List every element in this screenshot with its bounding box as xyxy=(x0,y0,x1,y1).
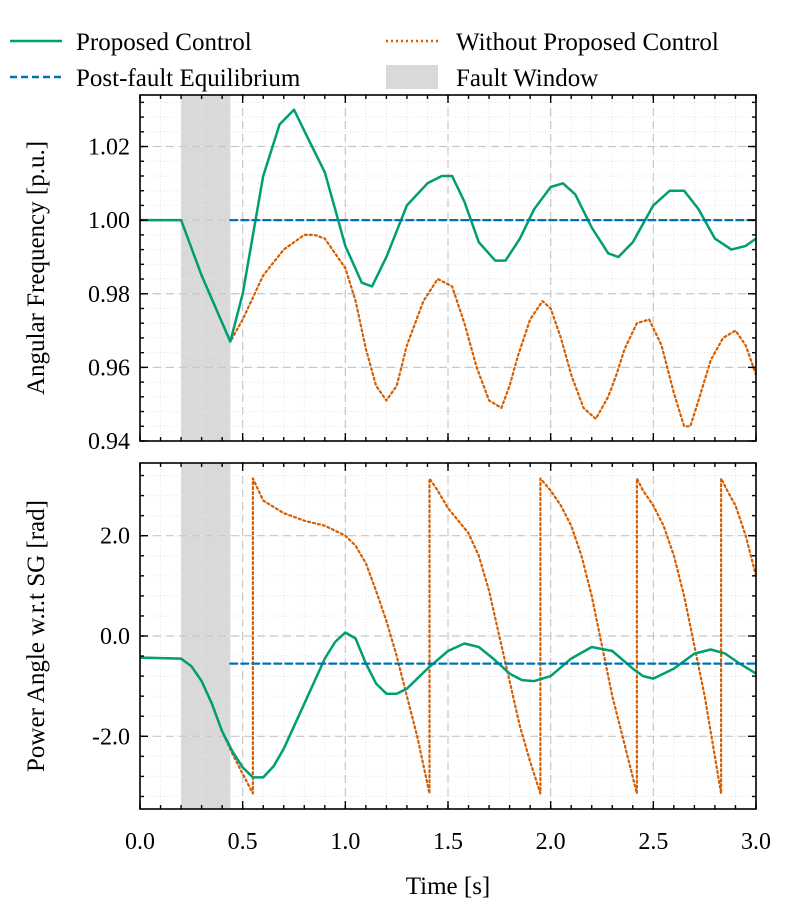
y-tick-label: 2.0 xyxy=(100,524,130,550)
legend-patch-fault xyxy=(386,65,438,89)
y-tick-label: 0.96 xyxy=(88,355,130,381)
y-tick-label: 0.94 xyxy=(88,429,130,455)
legend-label-proposed: Proposed Control xyxy=(76,29,252,56)
x-tick-label: 2.0 xyxy=(536,829,566,855)
x-tick-label: 1.0 xyxy=(330,829,360,855)
y-tick-label: 1.02 xyxy=(88,135,130,161)
y-tick-label: 0.0 xyxy=(100,624,130,650)
ticks xyxy=(139,95,757,442)
x-tick-label: 3.0 xyxy=(741,829,771,855)
legend-label-fault: Fault Window xyxy=(456,65,598,92)
ticks xyxy=(139,463,757,809)
power-angle-panel: -2.0 0.0 2.0 0.0 0.5 1.0 1.5 2.0 2.5 3.0 Power Ang… xyxy=(23,462,771,900)
series-without xyxy=(140,219,756,428)
legend-label-without: Without Proposed Control xyxy=(456,29,719,56)
series-without xyxy=(140,477,756,795)
y-tick-label: 0.98 xyxy=(88,282,130,308)
x-tick-label: 0.5 xyxy=(228,829,258,855)
series-proposed xyxy=(140,108,756,343)
legend: Proposed Control Post-fault Equilibrium … xyxy=(10,29,719,92)
x-tick-label: 1.5 xyxy=(433,829,463,855)
x-tick-label: 0.0 xyxy=(125,829,155,855)
y-axis-title: Angular Frequency [p.u.] xyxy=(23,141,50,395)
x-tick-label: 2.5 xyxy=(638,829,668,855)
series-proposed xyxy=(140,631,756,779)
frequency-panel: 0.94 0.96 0.98 1.00 1.02 Angular Frequency [p… xyxy=(23,94,757,455)
legend-label-equilibrium: Post-fault Equilibrium xyxy=(76,65,301,92)
x-axis-title: Time [s] xyxy=(406,873,491,900)
y-tick-label: 1.00 xyxy=(88,208,130,234)
y-axis-title: Power Angle w.r.t SG [rad] xyxy=(23,500,50,772)
y-tick-label: -2.0 xyxy=(92,724,130,750)
